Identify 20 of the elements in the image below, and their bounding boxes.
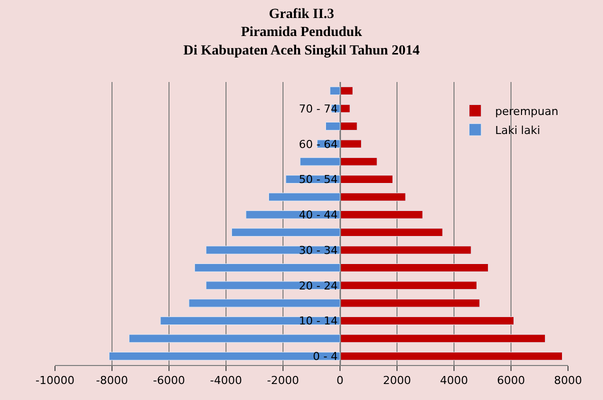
y-tick-label: 60 - 64 (298, 138, 338, 151)
x-tick-label: -6000 (153, 374, 185, 388)
x-tick-label: 8000 (554, 374, 582, 388)
chart-title: Grafik II.3 Piramida Penduduk Di Kabupaten Aceh Singkil Tahun 2014 (183, 7, 420, 58)
x-tick-label: -10000 (36, 374, 74, 388)
y-tick-label: 10 - 14 (298, 314, 338, 328)
x-tick-label: -2000 (267, 374, 299, 388)
x-tick-label: 4000 (440, 374, 468, 388)
legend-label: Laki laki (495, 124, 540, 137)
y-tick-label: 50 - 54 (298, 173, 338, 186)
legend-label: perempuan (495, 104, 558, 118)
y-tick-label: 20 - 24 (298, 279, 338, 292)
x-tick-label: 2000 (383, 374, 411, 388)
y-tick-label: 30 - 34 (298, 244, 338, 257)
x-tick-label: -8000 (96, 374, 128, 388)
y-tick-label: 0 - 4 (312, 350, 338, 364)
x-tick-label: 6000 (497, 374, 525, 388)
y-tick-label: 40 - 44 (298, 208, 338, 222)
x-tick-label: -4000 (210, 374, 242, 388)
x-tick-label: 0 (336, 374, 344, 388)
